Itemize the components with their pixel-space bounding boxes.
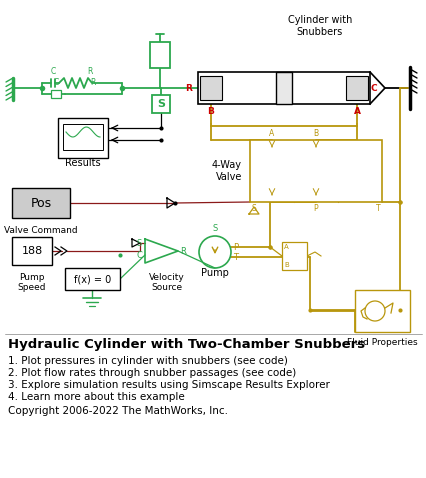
Text: 3. Explore simulation results using Simscape Results Explorer: 3. Explore simulation results using Sims… — [8, 380, 329, 390]
Bar — [281, 242, 306, 270]
Text: T: T — [375, 204, 380, 213]
Bar — [51, 90, 61, 98]
Text: 2. Plot flow rates through snubber passages (see code): 2. Plot flow rates through snubber passa… — [8, 368, 296, 378]
Text: 188: 188 — [21, 246, 43, 256]
Text: C: C — [370, 84, 377, 93]
Text: Copyright 2006-2022 The MathWorks, Inc.: Copyright 2006-2022 The MathWorks, Inc. — [8, 406, 227, 416]
Bar — [150, 42, 170, 68]
Text: P: P — [313, 204, 317, 213]
Bar — [249, 140, 381, 202]
Text: Pump: Pump — [201, 268, 228, 278]
Text: P: P — [233, 242, 238, 251]
Text: f(x) = 0: f(x) = 0 — [74, 274, 111, 284]
Text: R: R — [90, 78, 95, 87]
Bar — [58, 118, 108, 158]
Bar — [354, 290, 409, 332]
Text: S: S — [136, 239, 142, 248]
Text: 4-Way
Valve: 4-Way Valve — [211, 160, 242, 182]
Text: Pos: Pos — [30, 196, 52, 209]
Text: R: R — [87, 67, 92, 76]
Text: 4. Learn more about this example: 4. Learn more about this example — [8, 392, 184, 402]
Bar — [152, 95, 170, 113]
Text: Velocity
Source: Velocity Source — [148, 273, 184, 293]
Text: R: R — [185, 84, 192, 93]
Text: 1. Plot pressures in cylinder with snubbers (see code): 1. Plot pressures in cylinder with snubb… — [8, 356, 287, 366]
Text: Results: Results — [65, 158, 101, 168]
Text: B: B — [283, 262, 288, 268]
Text: C: C — [136, 250, 142, 260]
Text: A: A — [269, 129, 274, 138]
Text: S: S — [212, 224, 217, 233]
Text: T: T — [233, 252, 237, 261]
Text: S: S — [251, 204, 256, 213]
Bar — [65, 268, 120, 290]
Bar — [198, 72, 369, 104]
Text: A: A — [353, 107, 360, 116]
Text: Cylinder with
Snubbers: Cylinder with Snubbers — [287, 15, 351, 37]
Bar — [12, 188, 70, 218]
Text: R: R — [180, 247, 185, 256]
Bar — [12, 237, 52, 265]
Text: Fluid Properties: Fluid Properties — [346, 338, 417, 347]
Text: A: A — [283, 244, 288, 250]
Bar — [199, 76, 222, 100]
Text: Valve Command: Valve Command — [4, 226, 78, 235]
Text: B: B — [207, 107, 214, 116]
Text: B: B — [313, 129, 318, 138]
Text: S: S — [157, 99, 164, 109]
Text: C: C — [53, 78, 58, 87]
Text: C: C — [50, 67, 55, 76]
Bar — [275, 72, 291, 104]
Text: Hydraulic Cylinder with Two-Chamber Snubbers: Hydraulic Cylinder with Two-Chamber Snub… — [8, 338, 364, 351]
Bar — [63, 124, 103, 150]
Bar — [345, 76, 367, 100]
Text: Pump
Speed: Pump Speed — [18, 273, 46, 293]
